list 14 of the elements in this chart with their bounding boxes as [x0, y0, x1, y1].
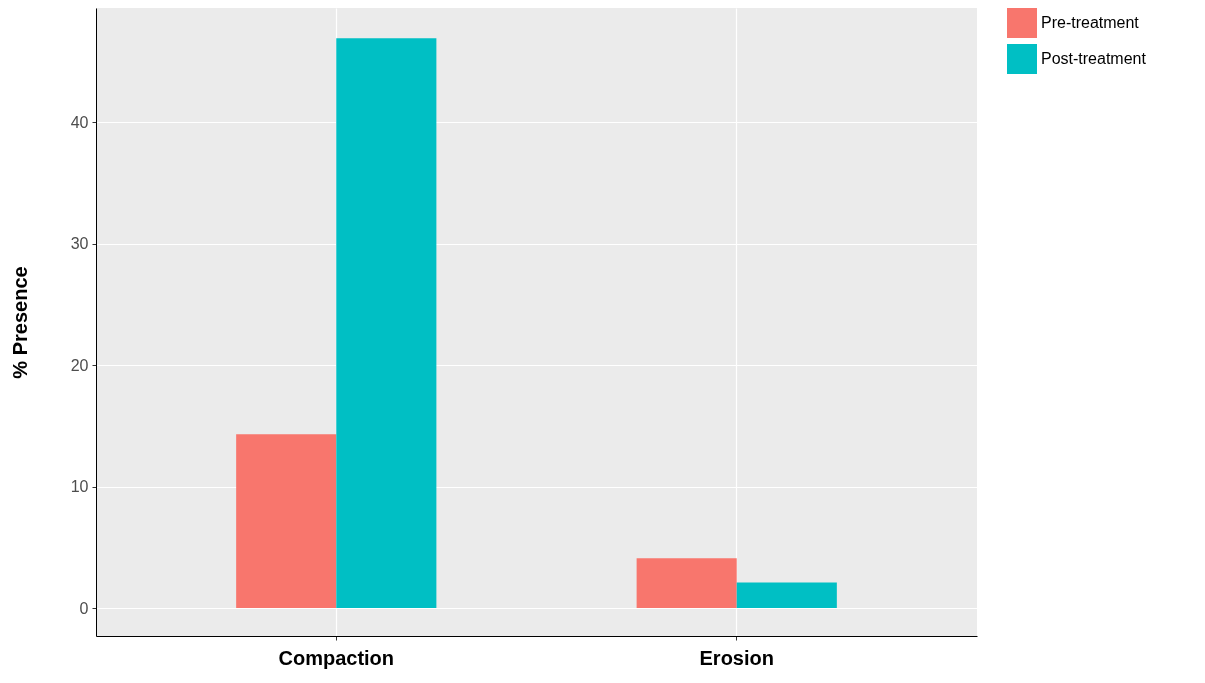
- bar: [336, 38, 437, 609]
- y-tick-label: 30: [70, 235, 89, 253]
- bar: [736, 582, 837, 609]
- y-tick-label: 10: [70, 478, 89, 496]
- bar: [636, 558, 737, 609]
- x-tick-label: Compaction: [278, 646, 395, 669]
- y-tick-label: 20: [70, 356, 89, 374]
- y-axis-title: % Presence: [8, 266, 31, 379]
- y-tick-label: 0: [79, 599, 89, 617]
- legend-label: Pre-treatment: [1041, 14, 1140, 31]
- bar: [236, 434, 337, 609]
- y-tick-label: 40: [70, 113, 89, 131]
- legend-label: Post-treatment: [1041, 50, 1147, 67]
- x-tick-label: Erosion: [699, 646, 774, 669]
